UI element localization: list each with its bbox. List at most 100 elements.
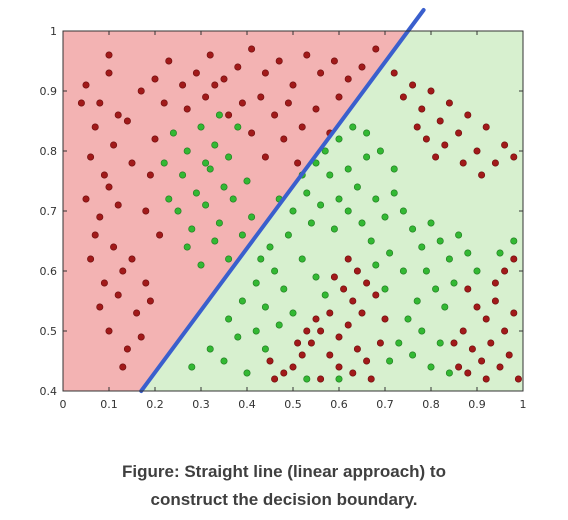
red-point [441, 141, 449, 149]
red-point [192, 69, 200, 77]
red-point [358, 309, 366, 317]
green-point [510, 237, 518, 245]
red-point [96, 99, 104, 107]
red-point [399, 93, 407, 101]
green-point [312, 273, 320, 281]
red-point [349, 369, 357, 377]
y-tick-label: 0.6 [40, 265, 58, 278]
green-point [335, 195, 343, 203]
green-point [197, 261, 205, 269]
red-point [353, 267, 361, 275]
red-point [271, 375, 279, 383]
red-point [317, 69, 325, 77]
green-point [307, 219, 315, 227]
red-point [294, 339, 302, 347]
green-point [252, 279, 260, 287]
red-point [275, 57, 283, 65]
green-point [381, 213, 389, 221]
green-point [390, 189, 398, 197]
red-point [358, 63, 366, 71]
green-point [358, 219, 366, 227]
red-point [510, 255, 518, 263]
red-point [206, 51, 214, 59]
red-point [280, 135, 288, 143]
y-tick-label: 0.9 [40, 85, 58, 98]
green-point [234, 123, 242, 131]
red-point [220, 75, 228, 83]
green-point [206, 165, 214, 173]
green-point [225, 255, 233, 263]
red-point [436, 117, 444, 125]
x-tick-label: 0.9 [468, 398, 486, 411]
red-point [505, 351, 513, 359]
red-point [335, 363, 343, 371]
red-point [137, 333, 145, 341]
x-tick-label: 0.6 [330, 398, 348, 411]
red-point [87, 255, 95, 263]
red-point [261, 69, 269, 77]
red-point [266, 357, 274, 365]
green-point [289, 309, 297, 317]
red-point [151, 135, 159, 143]
green-point [344, 165, 352, 173]
green-point [174, 207, 182, 215]
red-point [271, 111, 279, 119]
green-point [165, 195, 173, 203]
red-point [317, 375, 325, 383]
red-point [501, 267, 509, 275]
red-point [123, 345, 131, 353]
green-point [234, 333, 242, 341]
green-point [326, 171, 334, 179]
caption-line-1: Figure: Straight line (linear approach) … [122, 462, 446, 481]
green-point [363, 153, 371, 161]
red-point [110, 243, 118, 251]
red-point [238, 99, 246, 107]
green-point [183, 243, 191, 251]
green-point [436, 237, 444, 245]
red-point [211, 81, 219, 89]
red-point [326, 309, 334, 317]
green-point [455, 231, 463, 239]
green-point [335, 375, 343, 383]
red-point [303, 327, 311, 335]
green-point [289, 207, 297, 215]
x-tick-label: 0.2 [146, 398, 164, 411]
red-point [114, 201, 122, 209]
green-point [317, 201, 325, 209]
red-point [344, 321, 352, 329]
red-point [464, 369, 472, 377]
red-point [413, 123, 421, 131]
green-point [376, 147, 384, 155]
y-tick-label: 0.7 [40, 205, 58, 218]
red-point [478, 171, 486, 179]
red-point [514, 375, 522, 383]
red-point [317, 327, 325, 335]
red-point [353, 345, 361, 353]
red-point [422, 135, 430, 143]
red-point [179, 81, 187, 89]
green-point [248, 213, 256, 221]
green-point [252, 327, 260, 335]
red-point [330, 273, 338, 281]
red-point [335, 333, 343, 341]
red-point [459, 327, 467, 335]
x-tick-label: 0 [60, 398, 67, 411]
red-point [142, 207, 150, 215]
red-point [381, 315, 389, 323]
red-point [202, 93, 210, 101]
red-point [487, 339, 495, 347]
red-point [307, 339, 315, 347]
green-point [284, 231, 292, 239]
green-point [243, 369, 251, 377]
green-point [271, 267, 279, 275]
red-point [133, 309, 141, 317]
red-point [87, 153, 95, 161]
red-point [409, 81, 417, 89]
y-tick-label: 0.8 [40, 145, 58, 158]
green-region [141, 31, 523, 391]
x-tick-label: 0.7 [376, 398, 394, 411]
green-point [404, 315, 412, 323]
x-tick-label: 1 [520, 398, 527, 411]
red-point [372, 291, 380, 299]
green-point [261, 345, 269, 353]
